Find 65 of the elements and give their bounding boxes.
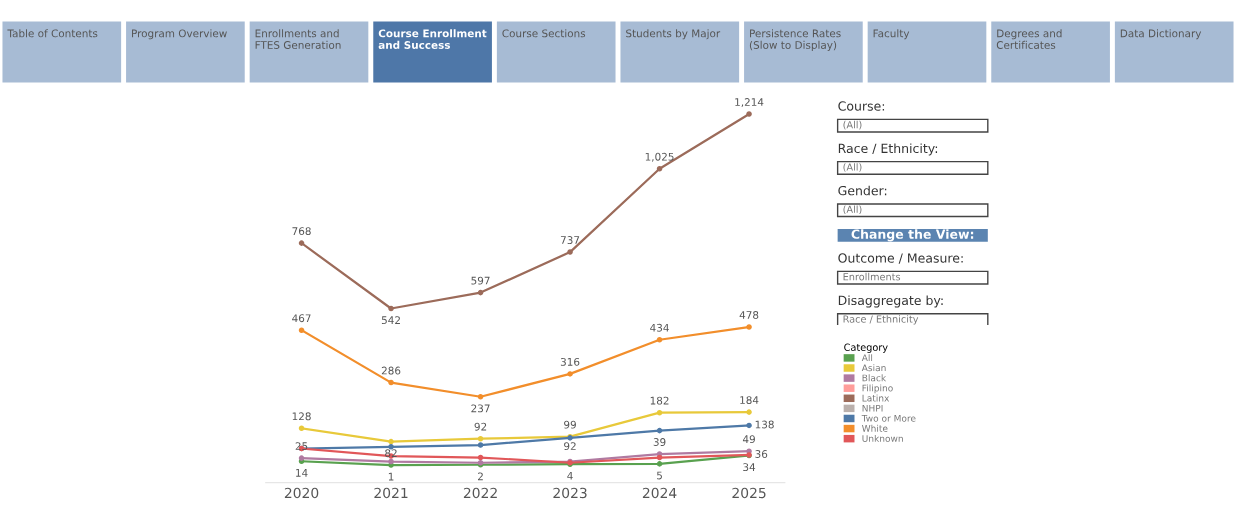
text: Course Enrollment and Success bbox=[378, 29, 487, 49]
data-label: 138 bbox=[755, 420, 774, 429]
data-label: 4 bbox=[567, 471, 573, 480]
text: Outcome / Measure: bbox=[838, 253, 963, 264]
x-tick-label: 2020 bbox=[284, 487, 319, 499]
text: (All) bbox=[843, 205, 862, 215]
text: Gender: bbox=[838, 185, 887, 196]
data-label: 237 bbox=[471, 404, 490, 413]
data-label: 99 bbox=[564, 420, 576, 429]
legend-label: White bbox=[862, 424, 888, 432]
legend-label: Black bbox=[862, 374, 887, 382]
text: Program Overview bbox=[132, 29, 227, 40]
text: Disaggregate by: bbox=[838, 295, 943, 308]
x-tick-label: 2021 bbox=[374, 487, 408, 499]
data-label: 768 bbox=[292, 227, 311, 236]
text: Change the View: bbox=[851, 229, 974, 242]
data-label: 184 bbox=[740, 396, 759, 405]
text: (All) bbox=[843, 120, 862, 130]
text: Course: bbox=[838, 101, 885, 111]
data-label: 39 bbox=[653, 438, 666, 446]
data-label: 478 bbox=[739, 311, 759, 319]
data-label: 36 bbox=[755, 450, 768, 458]
legend-title: Category bbox=[844, 343, 888, 353]
x-tick-label: 2023 bbox=[553, 487, 587, 499]
x-tick-label: 2022 bbox=[463, 487, 497, 499]
data-label: 49 bbox=[742, 435, 755, 444]
data-label: 1 bbox=[388, 472, 394, 481]
data-label: 434 bbox=[650, 323, 669, 332]
legend-label: Asian bbox=[861, 364, 886, 372]
data-label: 737 bbox=[560, 236, 580, 244]
text: (All) bbox=[843, 163, 862, 172]
annotation: 92 bbox=[564, 442, 576, 451]
data-label: 1,025 bbox=[645, 152, 674, 162]
data-label: 316 bbox=[560, 357, 580, 366]
data-label: 5 bbox=[657, 471, 662, 480]
text: Faculty bbox=[873, 29, 910, 40]
text: Students by Major bbox=[626, 29, 721, 40]
data-label: 597 bbox=[471, 276, 490, 285]
text: Degrees and Certificates bbox=[996, 29, 1062, 49]
data-label: 286 bbox=[381, 366, 401, 375]
legend-label: Unknown bbox=[862, 434, 903, 442]
text: Race / Ethnicity: bbox=[838, 143, 938, 156]
legend-label: Filipino bbox=[862, 384, 893, 394]
data-label: 2 bbox=[478, 472, 483, 481]
data-label: 467 bbox=[292, 314, 311, 323]
text: Enrollments bbox=[843, 272, 901, 281]
text: Table of Contents bbox=[7, 29, 98, 38]
x-tick-label: 2025 bbox=[732, 487, 766, 499]
legend-label: NHPI bbox=[862, 404, 883, 412]
text: Enrollments and FTES Generation bbox=[255, 29, 341, 49]
data-label: 542 bbox=[381, 316, 400, 325]
data-label: 128 bbox=[292, 412, 311, 421]
text: Persistence Rates (Slow to Display) bbox=[749, 29, 841, 51]
data-label: 14 bbox=[296, 469, 308, 477]
data-label: 34 bbox=[743, 463, 756, 472]
data-label: 1,214 bbox=[735, 98, 764, 108]
x-tick-label: 2024 bbox=[642, 487, 677, 499]
text: Race / Ethnicity bbox=[843, 315, 919, 325]
data-label: 182 bbox=[650, 396, 669, 405]
text: Course Sections bbox=[502, 29, 586, 38]
text: Data Dictionary bbox=[1120, 29, 1202, 40]
legend-label: Two or More bbox=[861, 415, 916, 422]
legend-label: All bbox=[861, 354, 873, 362]
legend-label: Latinx bbox=[862, 394, 890, 402]
data-label: 92 bbox=[474, 422, 487, 431]
